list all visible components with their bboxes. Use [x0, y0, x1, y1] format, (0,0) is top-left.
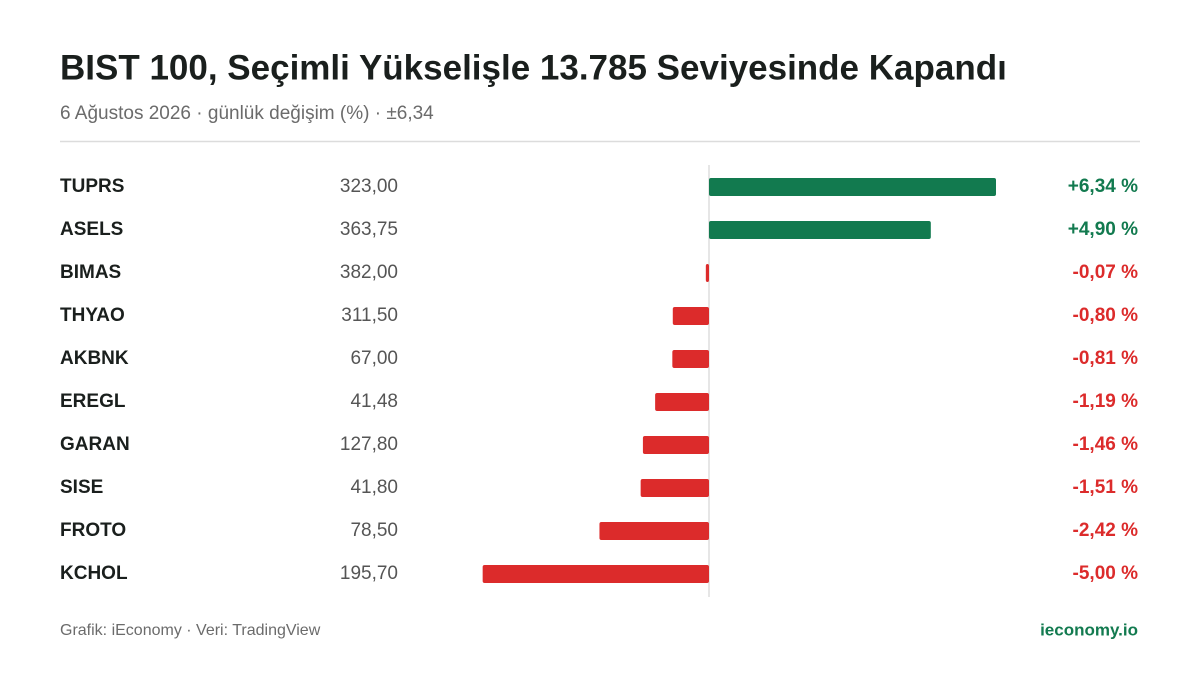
value-label: -0,80 %: [1073, 305, 1139, 326]
price: 363,75: [340, 219, 398, 240]
price: 382,00: [340, 262, 398, 283]
price: 195,70: [340, 563, 398, 584]
price: 127,80: [340, 434, 398, 455]
price: 41,80: [350, 477, 398, 498]
bar: [655, 393, 709, 411]
bar: [482, 565, 709, 583]
value-label: -0,81 %: [1073, 348, 1139, 369]
source-note: Grafik: iEconomy · Veri: TradingView: [60, 622, 321, 639]
price: 78,50: [350, 520, 398, 541]
value-label: +6,34 %: [1068, 176, 1138, 197]
row-label: EREGL: [60, 391, 126, 412]
value-label: +4,90 %: [1068, 219, 1138, 240]
row-label: ASELS: [60, 219, 123, 240]
bar: [709, 221, 931, 239]
value-label: -1,46 %: [1073, 434, 1139, 455]
price: 311,50: [341, 305, 398, 326]
value-label: -0,07 %: [1073, 262, 1139, 283]
value-label: -1,51 %: [1073, 477, 1139, 498]
value-label: -1,19 %: [1073, 391, 1139, 412]
bar: [705, 264, 709, 282]
bar: [640, 479, 709, 497]
bar: [709, 178, 996, 196]
row-label: BIMAS: [60, 262, 121, 283]
row-label: TUPRS: [60, 176, 124, 197]
bar: [672, 350, 709, 368]
price: 67,00: [350, 348, 398, 369]
chart-subtitle: 6 Ağustos 2026 · günlük değişim (%) · ±6…: [60, 103, 434, 124]
price: 323,00: [340, 176, 398, 197]
row-label: SISE: [60, 477, 103, 498]
value-label: -2,42 %: [1073, 520, 1139, 541]
row-label: GARAN: [60, 434, 130, 455]
bar: [599, 522, 709, 540]
row-label: THYAO: [60, 305, 125, 326]
row-label: FROTO: [60, 520, 126, 541]
price: 41,48: [350, 391, 398, 412]
brand: ieconomy.io: [1040, 620, 1138, 639]
row-label: AKBNK: [60, 348, 129, 369]
row-label: KCHOL: [60, 563, 128, 584]
value-label: -5,00 %: [1073, 563, 1139, 584]
bar: [672, 307, 709, 325]
bar: [642, 436, 709, 454]
chart-title: BIST 100, Seçimli Yükselişle 13.785 Sevi…: [60, 48, 1007, 87]
